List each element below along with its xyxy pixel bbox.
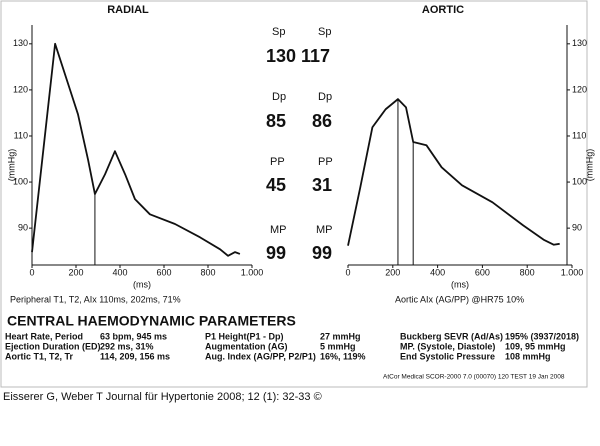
y-tick-label: 110 [14,130,28,140]
y-tick-label: 90 [18,223,28,233]
x-tick-label: 400 [430,267,445,277]
x-axis-label: (ms) [133,279,151,289]
x-tick-label: 800 [520,267,535,277]
x-tick-label: 200 [385,267,400,277]
aortic-aix: Aortic AIx (AG/PP) @HR75 10% [395,294,524,304]
y-axis-label: (mmHg) [584,149,594,182]
x-tick-label: 1.000 [241,267,264,277]
chart-title: RADIAL [107,4,149,16]
param-value: 292 ms, 31% [100,341,154,351]
param-value: 27 mmHg [320,331,361,341]
x-tick-label: 0 [345,267,350,277]
value: 99 [266,243,286,263]
frame [0,0,588,388]
y-tick-label: 110 [572,130,586,140]
section-title: CENTRAL HAEMODYNAMIC PARAMETERS [7,313,296,329]
y-tick-label: 100 [572,176,587,186]
param-value: 5 mmHg [320,341,356,351]
label: PP [318,156,333,168]
chart-title: AORTIC [422,4,464,16]
value: 117 [301,46,330,66]
label: MP [270,224,287,236]
param-value: 195% (3937/2018) [505,331,579,341]
param-value: 108 mmHg [505,351,551,361]
param-label: P1 Height(P1 - Dp) [205,331,284,341]
caption: Eisserer G, Weber T Journal für Hyperton… [3,391,322,403]
param-label: MP. (Systole, Diastole) [400,341,495,351]
param-label: Aortic T1, T2, Tr [5,351,74,361]
x-tick-label: 400 [112,267,127,277]
param-label: End Systolic Pressure [400,351,495,361]
y-tick-label: 90 [572,223,582,233]
value: 31 [312,175,332,195]
label: MP [316,224,333,236]
x-tick-label: 1.000 [561,267,584,277]
y-axis-label: (mmHg) [6,149,16,182]
x-tick-label: 0 [29,267,34,277]
value: 86 [312,111,332,131]
x-tick-label: 200 [68,267,83,277]
label: Dp [318,91,332,103]
value: 85 [266,111,286,131]
label: PP [270,156,285,168]
y-tick-label: 130 [13,38,28,48]
y-tick-label: 100 [13,176,28,186]
y-tick-label: 120 [13,84,28,94]
param-value: 114, 209, 156 ms [100,351,170,361]
value: 130 [266,46,296,66]
device: AtCor Medical SCOR-2000 7.0 (00070) 120 … [383,374,565,381]
x-tick-label: 600 [475,267,490,277]
value: 45 [266,175,286,195]
x-tick-label: 600 [156,267,171,277]
y-tick-label: 120 [572,84,587,94]
x-tick-label: 800 [200,267,215,277]
curve [347,98,560,246]
param-label: Augmentation (AG) [205,341,288,351]
param-label: Aug. Index (AG/PP, P2/P1) [205,351,316,361]
param-label: Buckberg SEVR (Ad/As) [400,331,503,341]
param-value: 63 bpm, 945 ms [100,331,167,341]
label: Sp [318,26,331,38]
x-axis-label: (ms) [451,279,469,289]
y-tick-label: 130 [572,38,587,48]
label: Sp [272,26,285,38]
peripheral: Peripheral T1, T2, AIx 110ms, 202ms, 71% [10,294,181,304]
label: Dp [272,91,286,103]
param-label: Heart Rate, Period [5,331,83,341]
value: 99 [312,243,332,263]
param-label: Ejection Duration (ED) [5,341,101,351]
param-value: 109, 95 mmHg [505,341,566,351]
param-value: 16%, 119% [320,351,366,361]
curve [31,42,241,257]
